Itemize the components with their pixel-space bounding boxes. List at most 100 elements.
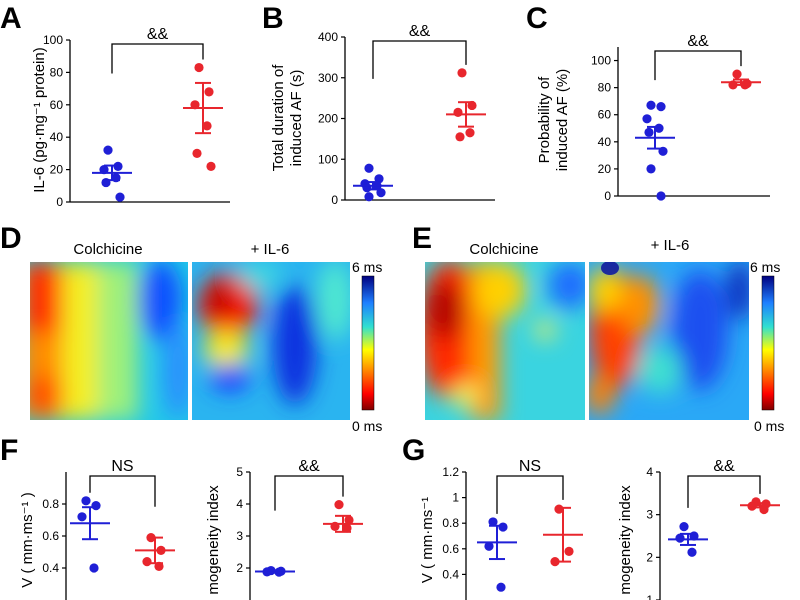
- significance-bracket: [372, 40, 467, 79]
- chart-f-velocity: 0.4 0.6 0.8 V ( mm·ms⁻¹ ) NS: [19, 458, 175, 600]
- y-axis-label: Probability of: [536, 76, 553, 164]
- y-tick-label: 4: [646, 465, 653, 479]
- data-point: [457, 68, 467, 78]
- heatmap-e-colchicine: [425, 262, 585, 420]
- significance-bracket: [111, 43, 204, 74]
- heatmap-d-colorbar: 6 ms 0 ms: [352, 259, 382, 434]
- data-point: [142, 557, 152, 567]
- data-point: [192, 148, 202, 158]
- y-tick-label: 0: [56, 195, 63, 209]
- y-tick-label: 20: [50, 163, 64, 177]
- data-point: [465, 128, 475, 138]
- y-axis-label: induced AF (s): [288, 70, 305, 167]
- significance-bracket: [654, 50, 742, 81]
- y-tick-label: 0.4: [442, 567, 459, 581]
- y-tick-label: 0.8: [442, 516, 459, 530]
- y-tick-label: 20: [598, 162, 612, 176]
- y-tick-label: 5: [236, 465, 243, 479]
- significance-label: &&: [147, 26, 169, 43]
- significance-bracket: [274, 475, 344, 511]
- y-tick-label: 80: [598, 81, 612, 95]
- significance-label: NS: [519, 458, 541, 475]
- y-tick-label: 0.4: [42, 561, 59, 575]
- data-point: [364, 192, 374, 202]
- y-tick-label: 100: [318, 152, 338, 166]
- data-point: [554, 504, 564, 514]
- significance-bracket: [496, 475, 564, 514]
- data-point: [642, 114, 652, 124]
- y-axis-label: IL-6 (pg·mg⁻¹ protein): [31, 47, 48, 192]
- data-point: [202, 121, 212, 131]
- heatmap-d-left-title: Colchicine: [73, 241, 142, 258]
- data-point: [89, 563, 99, 573]
- data-point: [453, 107, 463, 117]
- y-tick-label: 300: [318, 71, 338, 85]
- y-axis-label: Total duration of: [270, 64, 287, 172]
- colorbar-max-label: 6 ms: [352, 259, 382, 275]
- data-point: [344, 515, 354, 525]
- colorbar-min-label: 0 ms: [352, 418, 382, 434]
- chart-b: 0 100 200 300 400 Total duration of induced AF…: [270, 23, 495, 207]
- chart-f-homogeneity: 2 3 4 5 mogeneity index &&: [205, 458, 363, 600]
- significance-bracket: [89, 475, 156, 507]
- colorbar-max-label: 6 ms: [750, 259, 780, 275]
- data-point: [194, 62, 204, 73]
- y-tick-label: 1: [452, 491, 459, 505]
- heatmap-e-right-title: + IL-6: [651, 237, 690, 254]
- heatmap-e-colorbar: 6 ms 0 ms: [750, 259, 784, 434]
- y-tick-label: 100: [591, 54, 611, 68]
- data-point: [206, 161, 216, 171]
- chart-g-homogeneity: 1 2 3 4 mogeneity index &&: [617, 458, 780, 600]
- y-tick-label: 200: [318, 112, 338, 126]
- panel-label-f: F: [0, 434, 18, 467]
- data-point: [362, 183, 372, 193]
- data-point: [488, 517, 498, 527]
- heatmap-d-right-title: + IL-6: [251, 241, 290, 258]
- y-tick-label: 0.8: [42, 497, 59, 511]
- y-tick-label: 80: [50, 65, 64, 79]
- panel-label-b: B: [262, 2, 284, 35]
- y-tick-label: 4: [236, 497, 243, 511]
- data-point: [656, 102, 666, 112]
- data-point: [675, 533, 685, 543]
- y-tick-label: 2: [646, 550, 653, 564]
- data-point: [81, 496, 91, 506]
- y-axis-label: mogeneity index: [617, 485, 634, 595]
- y-tick-label: 40: [50, 130, 64, 144]
- data-point: [644, 127, 654, 137]
- panel-label-g: G: [402, 434, 425, 467]
- panel-label-a: A: [0, 2, 22, 35]
- data-point: [496, 582, 506, 592]
- significance-bracket: [687, 475, 761, 508]
- heatmap-d-il6: [192, 262, 350, 420]
- data-point: [115, 192, 125, 202]
- y-tick-label: 3: [646, 508, 653, 522]
- data-point: [77, 512, 87, 522]
- y-axis-label: V ( mm·ms⁻¹ ): [19, 492, 36, 587]
- data-point: [91, 501, 101, 511]
- heatmap-e-left-title: Colchicine: [469, 241, 538, 258]
- y-tick-label: 60: [598, 108, 612, 122]
- heatmap-d-colchicine: [30, 262, 188, 420]
- data-point: [364, 163, 374, 173]
- data-point: [646, 100, 656, 110]
- y-tick-label: 0.6: [42, 529, 59, 543]
- significance-label: &&: [687, 33, 709, 50]
- y-tick-label: 1.2: [442, 465, 459, 479]
- data-point: [564, 546, 574, 556]
- y-tick-label: 0.6: [442, 542, 459, 556]
- panel-label-d: D: [0, 222, 22, 255]
- y-tick-label: 3: [236, 529, 243, 543]
- y-axis-label: mogeneity index: [205, 485, 222, 595]
- data-point: [204, 87, 214, 97]
- data-point: [679, 522, 689, 532]
- data-point: [656, 191, 666, 201]
- y-tick-label: 40: [598, 135, 612, 149]
- significance-label: &&: [298, 458, 320, 475]
- data-point: [732, 69, 742, 79]
- panel-label-e: E: [412, 222, 432, 255]
- chart-g-velocity: 0.4 0.6 0.8 1 1.2 V ( mm·ms⁻¹ NS: [419, 458, 583, 600]
- data-point: [484, 541, 494, 551]
- y-tick-label: 0: [604, 189, 611, 203]
